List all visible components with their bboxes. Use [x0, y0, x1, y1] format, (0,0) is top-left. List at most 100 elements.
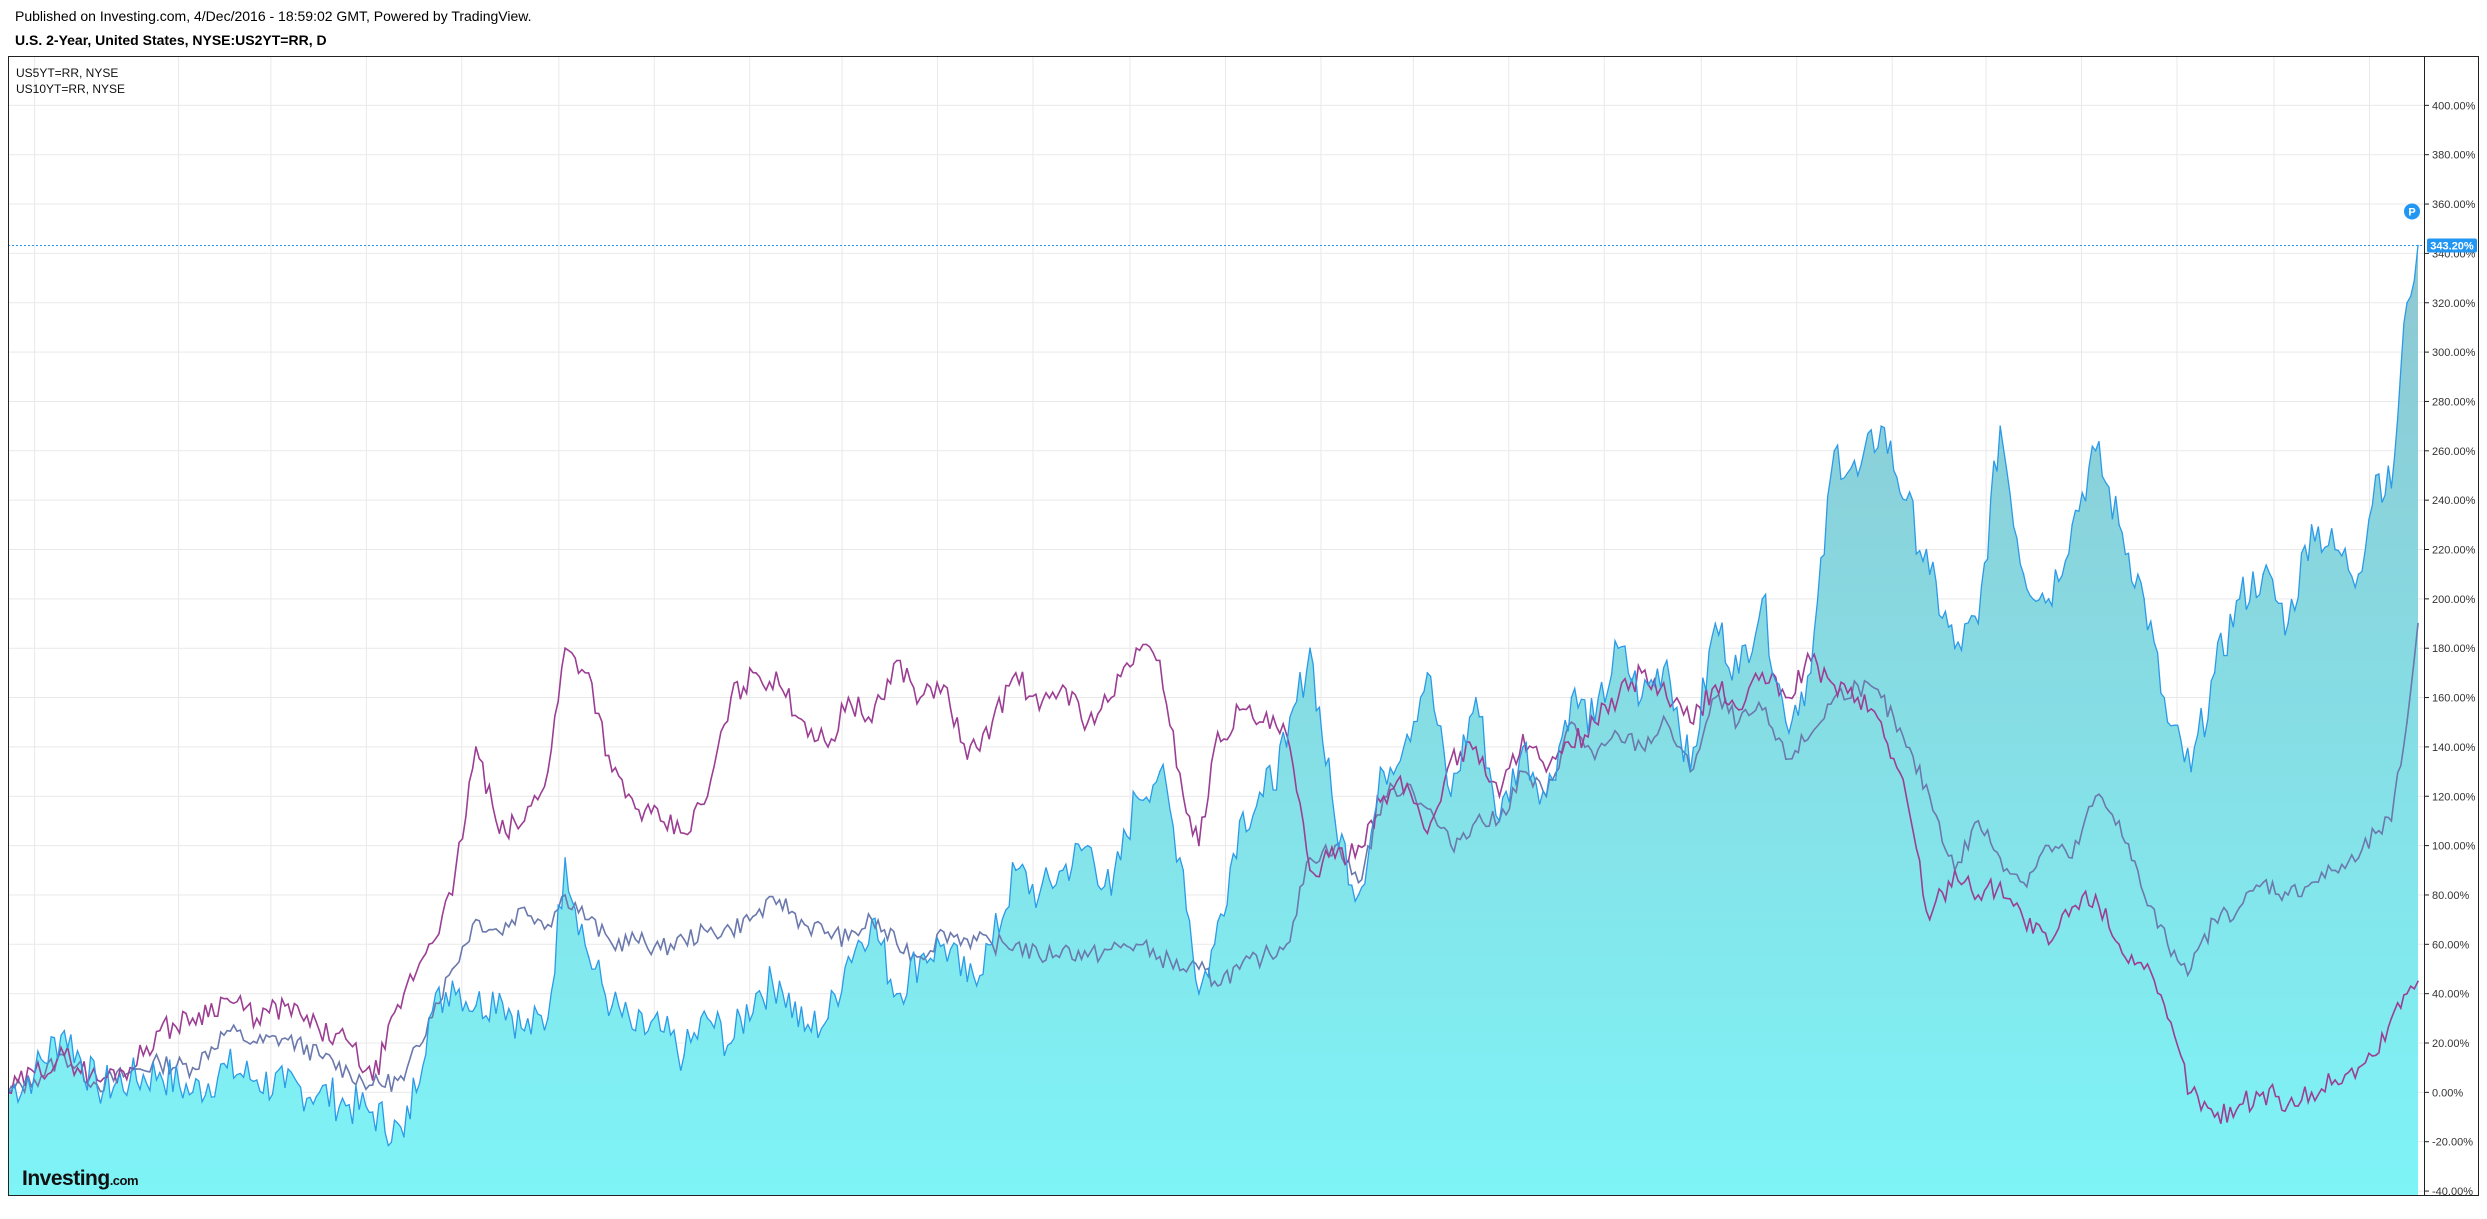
- us10y-point: [348, 1042, 350, 1044]
- us2y-point: [1570, 696, 1573, 699]
- us2y-point: [1833, 450, 1836, 452]
- us5y-point: [2310, 881, 2313, 884]
- us2y-area-fill: [8, 245, 2418, 1196]
- y-tick-label: 0.00%: [2432, 1087, 2463, 1099]
- us10y-point: [256, 1017, 258, 1020]
- us10y-point: [1999, 881, 2001, 884]
- us2y-point: [348, 1103, 350, 1106]
- us2y-point: [1309, 647, 1311, 650]
- us5y-point: [2213, 918, 2216, 921]
- us10y-point: [1426, 832, 1429, 835]
- us10y-point: [1545, 770, 1548, 773]
- us10y-point: [63, 1054, 66, 1057]
- us10y-point: [2213, 1116, 2216, 1118]
- us5y-line[interactable]: [8, 623, 2419, 1095]
- us10y-point: [1198, 844, 1200, 847]
- us5y-point: [943, 931, 945, 933]
- us10y-point: [1285, 733, 1288, 736]
- us10y-point: [2238, 1103, 2241, 1106]
- us10y-point: [1382, 795, 1385, 798]
- us2y-point: [2118, 524, 2120, 526]
- us2y-point: [1038, 894, 1041, 896]
- us10y-point: [498, 832, 501, 835]
- us2y-point: [1761, 598, 1764, 600]
- us5y-point: [564, 894, 566, 896]
- marker-p-icon[interactable]: [2404, 203, 2420, 220]
- us2y-point: [943, 943, 945, 946]
- us10y-point: [2390, 1017, 2393, 1020]
- us10y-point: [475, 746, 477, 748]
- logo-main-text: Investing: [22, 1167, 110, 1190]
- us10y-point: [1309, 869, 1311, 872]
- us10y-point: [634, 807, 637, 810]
- us5y-point: [1545, 795, 1548, 798]
- us2y-point: [966, 980, 969, 983]
- us2y-point: [1999, 425, 2001, 427]
- y-tick-label: 220.00%: [2432, 545, 2476, 557]
- legend-item-us10y[interactable]: US10YT=RR, NYSE: [16, 82, 125, 96]
- us5y-point: [2374, 832, 2377, 835]
- y-tick-label: 200.00%: [2432, 594, 2476, 606]
- us2y-point: [523, 1029, 526, 1032]
- us5y-point: [1594, 758, 1596, 761]
- us10y-point: [991, 721, 994, 724]
- us5y-point: [191, 1066, 194, 1069]
- us10y-point: [2374, 1054, 2377, 1057]
- us5y-point: [991, 943, 994, 946]
- us5y-point: [966, 938, 969, 941]
- us2y-point: [158, 1071, 161, 1074]
- us10y-point: [1135, 647, 1138, 650]
- us10y-point: [2334, 1079, 2336, 1081]
- us2y-point: [2262, 573, 2264, 575]
- chart-svg[interactable]: -40.00% -20.00% 0.00% 20.00% 40.00% 60.00% 80.…: [8, 56, 2479, 1196]
- marker-p[interactable]: P: [2404, 203, 2420, 220]
- us10y-point: [158, 1029, 161, 1032]
- us5y-point: [1999, 857, 2001, 859]
- us5y-point: [730, 928, 732, 931]
- us10y-point: [611, 770, 613, 773]
- us2y-point: [1714, 622, 1717, 625]
- us5y-point: [1357, 881, 1360, 884]
- legend-item-us5y[interactable]: US5YT=RR, NYSE: [16, 66, 118, 80]
- us2y-point: [896, 992, 898, 995]
- us2y-point: [2022, 573, 2025, 575]
- y-tick-label: 20.00%: [2432, 1038, 2470, 1050]
- us5y-point: [1158, 955, 1161, 958]
- us2y-point: [1928, 573, 1931, 575]
- y-tick-label: 120.00%: [2432, 791, 2476, 803]
- us10y-point: [564, 647, 566, 650]
- us2y-point: [778, 980, 781, 983]
- marker-p-label: P: [2408, 206, 2415, 218]
- us10y-point: [2143, 968, 2145, 970]
- us5y-point: [428, 1017, 430, 1020]
- us2y-point: [1617, 647, 1620, 650]
- us10y-point: [1110, 696, 1113, 699]
- us5y-point: [1087, 955, 1089, 958]
- us5y-point: [1977, 820, 1980, 822]
- plot-area[interactable]: [8, 244, 2424, 1196]
- us5y-point: [871, 918, 873, 921]
- us2y-point: [475, 1005, 477, 1007]
- us2y-point: [2357, 573, 2360, 575]
- us10y-point: [1406, 783, 1408, 785]
- us5y-point: [256, 1042, 258, 1044]
- us2y-point: [1238, 820, 1241, 822]
- logo-wordmark: Investing.com: [22, 1167, 138, 1190]
- y-tick-label: 80.00%: [2432, 890, 2470, 902]
- us2y-point: [547, 1017, 549, 1020]
- us2y-line[interactable]: [8, 245, 2419, 1147]
- us5y-point: [1015, 943, 1017, 946]
- us10y-point: [1928, 918, 1931, 921]
- us2y-point: [318, 1091, 321, 1094]
- us10y-point: [2190, 1091, 2192, 1094]
- us5y-point: [1450, 844, 1452, 847]
- us2y-point: [1061, 869, 1064, 872]
- chart-frame[interactable]: -40.00% -20.00% 0.00% 20.00% 40.00% 60.00% 80.…: [8, 56, 2479, 1196]
- y-tick-label: -40.00%: [2432, 1186, 2473, 1196]
- us10y-line[interactable]: [8, 643, 2419, 1124]
- us2y-point: [706, 1017, 709, 1020]
- us10y-point: [547, 770, 549, 773]
- us5y-point: [284, 1037, 286, 1039]
- y-tick-label: 100.00%: [2432, 841, 2476, 853]
- y-axis[interactable]: -40.00% -20.00% 0.00% 20.00% 40.00% 60.00% 80.…: [2424, 100, 2476, 1196]
